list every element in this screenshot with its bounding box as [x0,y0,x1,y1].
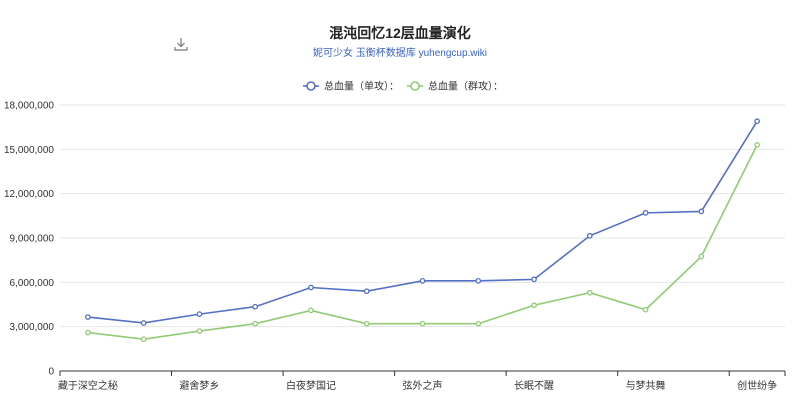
y-tick-label: 9,000,000 [10,234,55,245]
x-axis: 藏于深空之秘 避舍梦乡 白夜梦国记 弦外之声 长眠不醒 与梦共舞 创世纷争 [58,370,786,392]
chart-subtitle: 妮可少女 玉衡杯数据库 yuhengcup.wiki [313,46,487,59]
x-tick-label: 长眠不醒 [514,380,554,392]
y-tick-label: 12,000,000 [4,189,54,200]
data-point[interactable] [475,320,482,327]
legend: 总血量（单攻）： 总血量（群攻）： [303,80,503,93]
data-point[interactable] [196,311,203,317]
data-point[interactable] [586,289,593,296]
x-tick-label: 白夜梦国记 [286,379,336,392]
download-icon[interactable] [172,35,190,53]
x-tick-label: 避舍梦乡 [179,379,219,392]
data-point[interactable] [363,288,370,295]
data-point[interactable] [308,284,314,291]
data-point[interactable] [642,210,649,216]
y-tick-label: 6,000,000 [10,278,55,289]
legend-label: 总血量（群攻）： [428,80,503,93]
y-axis: 0 3,000,000 6,000,000 9,000,000 12,000,000 15… [4,101,55,378]
x-tick-label: 创世纷争 [737,379,777,392]
legend-item-1[interactable]: 总血量（单攻）： [303,80,399,93]
series-2 [85,142,760,343]
data-point[interactable] [754,142,760,148]
legend-item-2[interactable]: 总血量（群攻）： [407,80,503,93]
data-point[interactable] [754,118,760,125]
data-point[interactable] [698,253,705,260]
legend-marker [306,81,316,91]
x-tick-label: 与梦共舞 [626,380,666,392]
data-point[interactable] [252,303,259,310]
data-point[interactable] [85,314,91,320]
data-point[interactable] [363,320,370,327]
data-point[interactable] [475,278,482,284]
data-point[interactable] [196,328,203,334]
data-point[interactable] [140,336,147,343]
data-point[interactable] [85,329,91,336]
y-tick-label: 15,000,000 [4,145,54,156]
y-tick-label: 3,000,000 [10,322,55,333]
x-tick-label: 藏于深空之秘 [58,379,118,392]
legend-marker [410,81,420,91]
x-tick-label: 弦外之声 [403,379,443,392]
data-point[interactable] [642,306,649,313]
series-layer [85,118,760,343]
data-point[interactable] [586,232,593,239]
series-line [87,144,758,341]
data-point[interactable] [140,320,147,326]
chart-title: 混沌回忆12层血量演化 [329,25,471,41]
grid-lines [60,104,785,328]
series-line [87,120,758,324]
data-point[interactable] [698,208,705,215]
data-point[interactable] [531,302,537,309]
legend-label: 总血量（单攻）： [324,80,399,93]
series-1 [85,118,760,326]
data-point[interactable] [308,307,314,314]
y-tick-label: 18,000,000 [4,101,54,112]
data-point[interactable] [252,320,259,327]
y-tick-label: 0 [48,367,54,378]
data-point[interactable] [419,278,426,284]
data-point[interactable] [419,320,426,327]
data-point[interactable] [531,276,537,283]
